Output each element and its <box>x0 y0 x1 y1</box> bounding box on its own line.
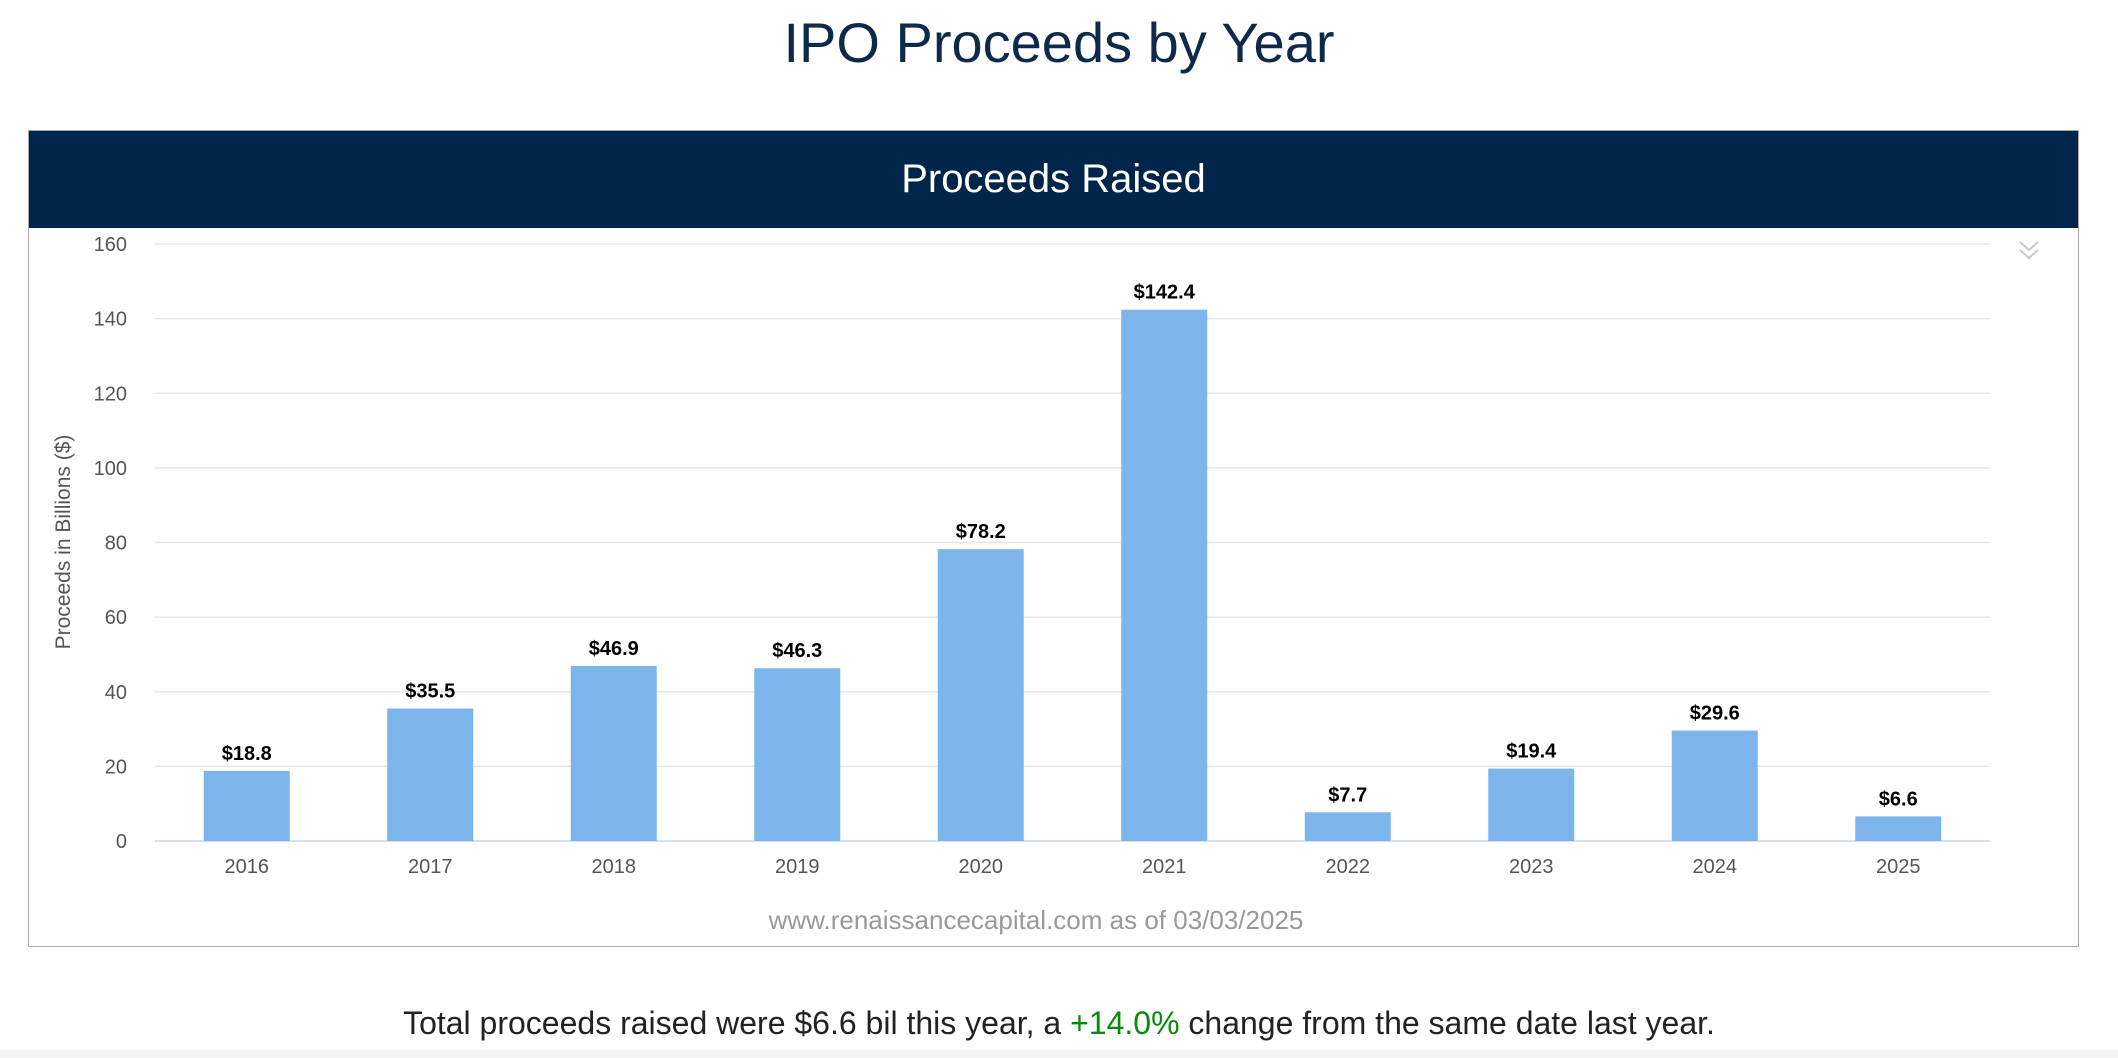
chart-title: Proceeds Raised <box>29 131 2078 228</box>
data-label-2022: $7.7 <box>1328 784 1367 806</box>
x-axis-ticks: 2016 2017 2018 2019 2020 2021 2022 2023 2024 2025 <box>225 856 1921 878</box>
bar-chart: $18.8 $35.5 $46.9 $46.3 $78.2 $142.4 $7.7 $19.4… <box>52 234 1990 935</box>
data-label-2023: $19.4 <box>1506 741 1557 763</box>
data-label-2018: $46.9 <box>589 638 639 660</box>
summary-text: Total proceeds raised were $6.6 bil this… <box>0 998 2118 1048</box>
summary-change: +14.0% <box>1070 1005 1180 1041</box>
data-label-2024: $29.6 <box>1690 703 1740 725</box>
data-label-2020: $78.2 <box>956 521 1006 543</box>
bar-2018[interactable] <box>570 666 657 841</box>
bar-2017[interactable] <box>387 708 474 841</box>
x-tick-label-2016: 2016 <box>225 856 270 878</box>
x-tick-label-2021: 2021 <box>1142 856 1187 878</box>
y-tick-label: 160 <box>94 234 127 256</box>
x-tick-label-2020: 2020 <box>959 856 1004 878</box>
bar-2024[interactable] <box>1671 730 1758 841</box>
y-tick-label: 120 <box>94 383 127 405</box>
x-tick-label-2023: 2023 <box>1509 856 1554 878</box>
bar-2019[interactable] <box>754 668 841 841</box>
data-labels: $18.8 $35.5 $46.9 $46.3 $78.2 $142.4 $7.7 $19.4… <box>222 282 1918 811</box>
y-axis-ticks: 0 20 40 60 80 100 120 140 160 <box>94 234 127 853</box>
footer-strip <box>0 1050 2118 1058</box>
bar-2022[interactable] <box>1304 812 1391 841</box>
y-tick-label: 100 <box>94 458 127 480</box>
data-label-2019: $46.3 <box>772 640 822 662</box>
summary-suffix: change from the same date last year. <box>1179 1005 1715 1041</box>
data-label-2016: $18.8 <box>222 743 272 765</box>
bars <box>203 309 1942 841</box>
bar-2021[interactable] <box>1121 309 1208 841</box>
data-label-2017: $35.5 <box>405 681 455 703</box>
source-note: www.renaissancecapital.com as of 03/03/2… <box>768 905 1304 935</box>
y-tick-label: 20 <box>105 756 127 778</box>
bar-2023[interactable] <box>1488 768 1575 841</box>
x-tick-label-2022: 2022 <box>1326 856 1371 878</box>
summary-prefix: Total proceeds raised were $6.6 bil this… <box>403 1005 1071 1041</box>
data-label-2025: $6.6 <box>1879 788 1918 810</box>
chevron-double-down-icon[interactable] <box>2016 237 2042 263</box>
bar-2025[interactable] <box>1855 816 1942 841</box>
y-tick-label: 60 <box>105 607 127 629</box>
page-title: IPO Proceeds by Year <box>783 11 1335 74</box>
data-label-2021: $142.4 <box>1134 282 1196 304</box>
x-tick-label-2019: 2019 <box>775 856 820 878</box>
x-tick-label-2018: 2018 <box>592 856 637 878</box>
bar-2020[interactable] <box>937 549 1024 841</box>
x-tick-label-2017: 2017 <box>408 856 453 878</box>
y-tick-label: 140 <box>94 309 127 331</box>
bar-2016[interactable] <box>203 770 290 841</box>
x-tick-label-2025: 2025 <box>1876 856 1921 878</box>
y-axis-title: Proceeds in Billions ($) <box>52 435 75 650</box>
y-tick-label: 80 <box>105 533 127 555</box>
y-tick-label: 0 <box>116 831 127 853</box>
y-tick-label: 40 <box>105 682 127 704</box>
x-tick-label-2024: 2024 <box>1693 856 1738 878</box>
